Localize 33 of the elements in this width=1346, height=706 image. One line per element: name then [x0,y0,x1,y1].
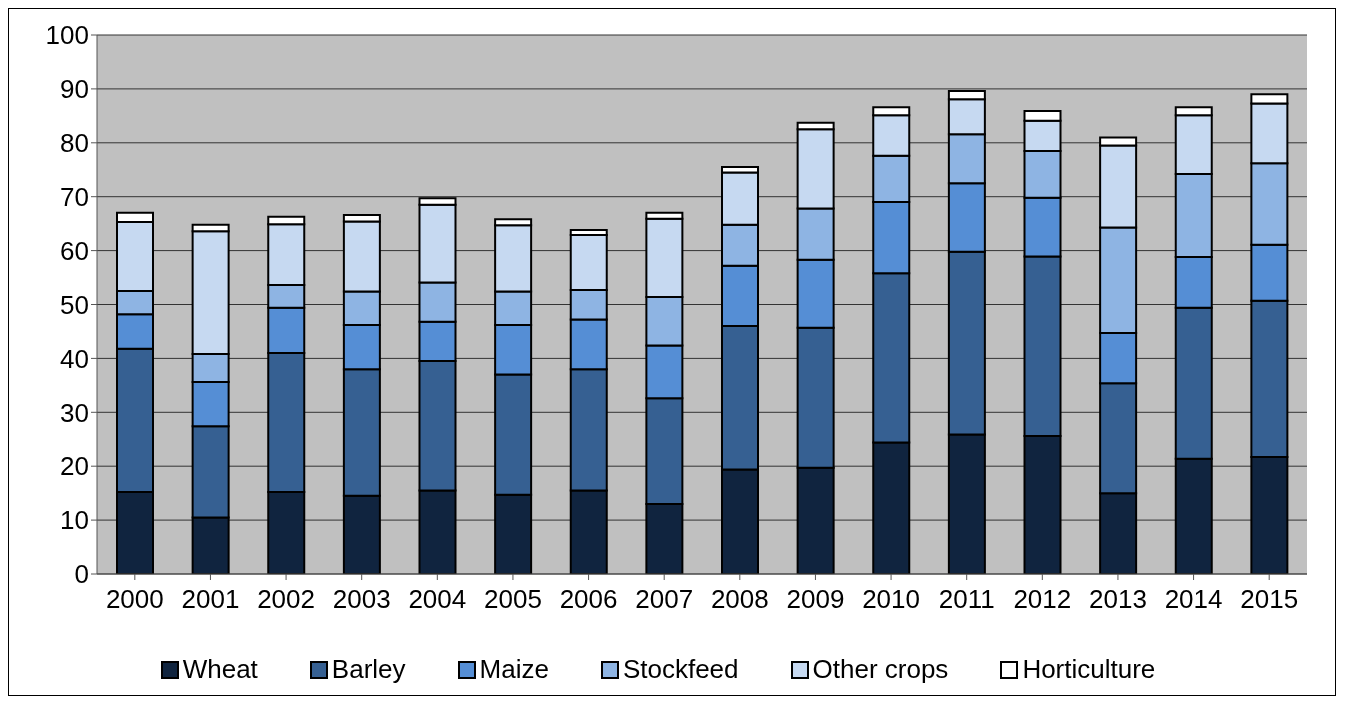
legend-label: Wheat [182,654,258,685]
legend-label: Stockfeed [622,654,739,685]
x-tick-label: 2013 [1089,584,1147,615]
x-tick-label: 2003 [332,584,391,615]
y-tick-label: 50 [60,289,89,320]
x-tick-label: 2007 [635,584,694,615]
y-tick-label: 20 [60,451,89,482]
legend-label: Barley [331,654,406,685]
x-tick-label: 2005 [484,584,542,615]
y-tick-label: 100 [45,20,89,51]
legend-label: Other crops [812,654,949,685]
y-tick-label: 60 [60,235,89,266]
y-tick-label: 70 [60,181,89,212]
y-tick-label: 80 [60,128,89,159]
x-tick-label: 2009 [786,584,845,615]
x-tick-label: 2011 [938,584,995,615]
x-tick-label: 2002 [257,584,315,615]
x-tick-label: 2012 [1013,584,1072,615]
y-tick-label: 40 [60,343,89,374]
legend-label: Maize [479,654,549,685]
x-tick-label: 2015 [1240,584,1299,615]
y-tick-label: 90 [60,74,89,105]
x-tick-label: 2014 [1164,584,1223,615]
x-tick-label: 2008 [710,584,769,615]
y-tick-label: 10 [60,505,89,536]
x-tick-label: 2010 [862,584,920,615]
legend-label: Horticulture [1022,654,1156,685]
x-tick-label: 2000 [105,584,164,615]
x-tick-label: 2001 [181,584,240,615]
y-tick-label: 0 [74,559,89,590]
x-tick-label: 2004 [408,584,467,615]
x-tick-label: 2006 [559,584,618,615]
y-tick-label: 30 [60,397,89,428]
